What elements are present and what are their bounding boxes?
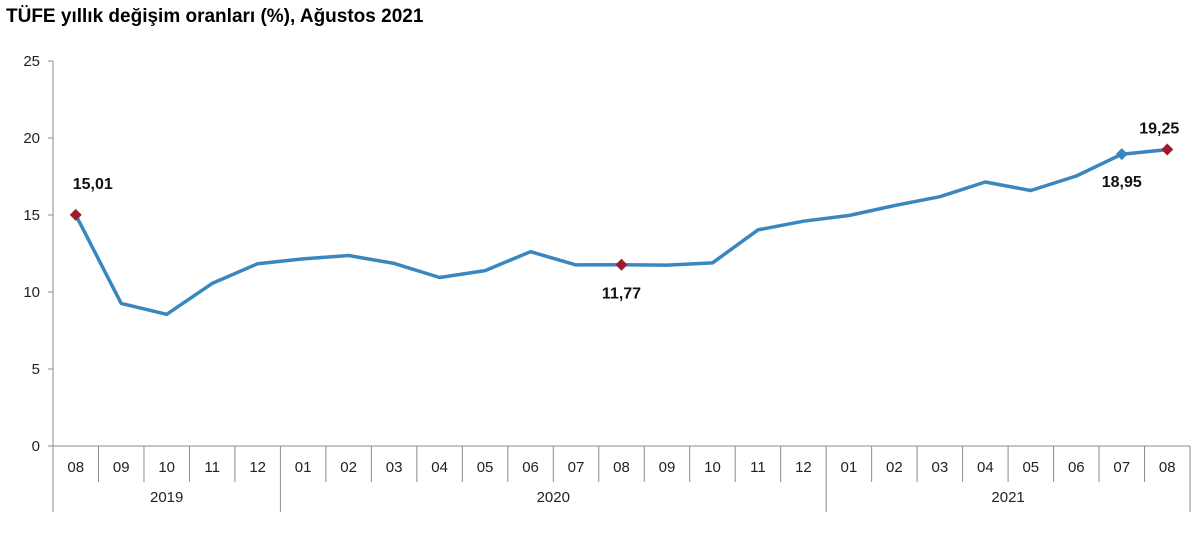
x-tick-label: 11 [750, 459, 766, 476]
x-tick-label: 12 [249, 459, 266, 476]
x-tick-label: 03 [932, 459, 949, 476]
year-label: 2021 [991, 489, 1024, 506]
data-marker [69, 208, 82, 221]
x-tick-label: 08 [67, 459, 84, 476]
x-tick-label: 06 [1068, 459, 1085, 476]
x-tick-label: 05 [477, 459, 494, 476]
x-tick-label: 10 [158, 459, 175, 476]
data-marker [1161, 143, 1174, 156]
x-tick-label: 10 [704, 459, 721, 476]
x-tick-label: 04 [977, 459, 994, 476]
x-tick-label: 09 [113, 459, 130, 476]
data-label: 15,01 [73, 176, 113, 193]
x-tick-label: 05 [1022, 459, 1039, 476]
x-tick-label: 01 [295, 459, 312, 476]
x-axis: 08 09 10 11 12 01 02 03 04 05 06 07 08 09 10 11 12 01 02 03… [52, 445, 1191, 512]
y-tick-label: 15 [23, 207, 40, 224]
y-tick-label: 20 [23, 130, 40, 147]
data-label: 18,95 [1102, 174, 1142, 191]
x-tick-label: 09 [659, 459, 676, 476]
axes: 0 5 10 15 20 25 [23, 53, 54, 455]
data-marker [615, 258, 628, 271]
data-label: 19,25 [1139, 121, 1179, 138]
year-label: 2020 [537, 489, 570, 506]
year-label: 2019 [150, 489, 183, 506]
markers: 15,01 11,77 18,95 19,25 [69, 121, 1179, 303]
y-tick-label: 10 [23, 284, 40, 301]
x-tick-label: 02 [340, 459, 357, 476]
x-tick-label: 08 [1159, 459, 1176, 476]
x-tick-label: 01 [841, 459, 858, 476]
x-tick-label: 04 [431, 459, 448, 476]
y-tick-label: 0 [32, 438, 40, 455]
y-tick-label: 5 [32, 361, 40, 378]
x-tick-label: 08 [613, 459, 630, 476]
x-tick-label: 07 [1113, 459, 1130, 476]
x-tick-label: 12 [795, 459, 812, 476]
x-tick-label: 07 [568, 459, 585, 476]
x-tick-label: 03 [386, 459, 403, 476]
x-tick-label: 02 [886, 459, 903, 476]
x-tick-label: 06 [522, 459, 539, 476]
data-marker [1115, 148, 1128, 161]
x-tick-label: 11 [204, 459, 220, 476]
y-tick-label: 25 [23, 53, 40, 70]
chart-title: TÜFE yıllık değişim oranları (%), Ağusto… [6, 6, 424, 27]
data-label: 11,77 [602, 286, 641, 303]
